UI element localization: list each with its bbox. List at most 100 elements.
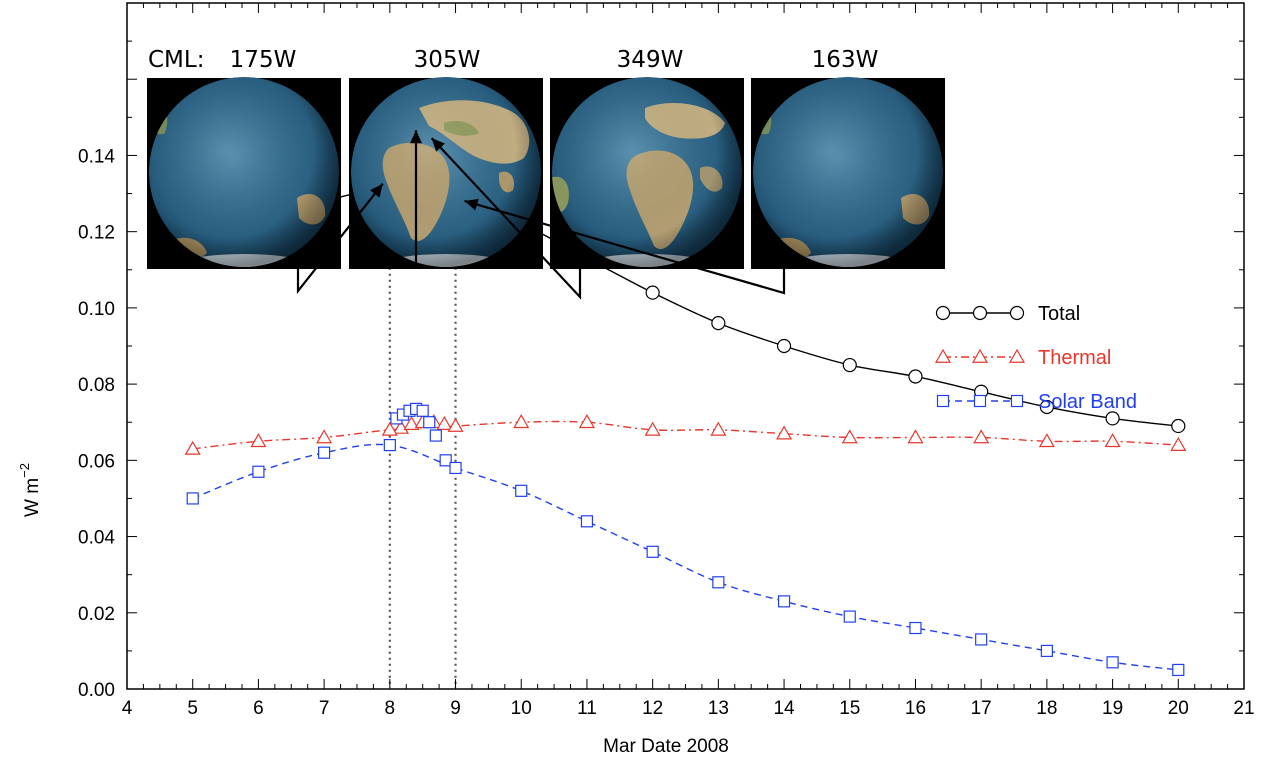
y-tick-label: 0.12 xyxy=(78,223,115,244)
earth-shading xyxy=(149,77,339,267)
solar-band-point xyxy=(252,465,265,478)
x-tick-label: 6 xyxy=(253,698,264,719)
y-axis-title: W m−2 xyxy=(17,463,43,517)
connector-line-4 xyxy=(464,199,786,295)
thermal-point xyxy=(776,425,793,440)
solar-band-point xyxy=(1040,644,1053,657)
solar-band-hourly-point xyxy=(416,404,429,417)
solar-band-point xyxy=(646,545,659,558)
connector-line-1 xyxy=(296,183,384,295)
legend-marker-total xyxy=(1009,305,1025,321)
earth-view-connectors xyxy=(296,130,786,300)
thermal-point xyxy=(250,433,267,448)
y-axis-title-main: W m xyxy=(22,478,43,517)
thermal-point xyxy=(381,421,398,436)
x-tick-label: 14 xyxy=(773,698,795,719)
legend-label-solar-band: Solar Band xyxy=(1038,391,1137,413)
thermal-hourly-point xyxy=(403,415,420,430)
y-tick-label: 0.00 xyxy=(78,680,115,701)
legend-marker-solar-band xyxy=(936,394,950,408)
total-point xyxy=(1171,418,1186,434)
x-tick-label: 12 xyxy=(642,698,663,719)
earth-view-2 xyxy=(349,77,543,269)
total-point xyxy=(776,338,792,354)
x-tick-label: 8 xyxy=(385,698,396,719)
svg-text:W m−2: W m−2 xyxy=(17,463,43,517)
x-axis-title: Mar Date 2008 xyxy=(603,736,729,757)
legend-marker-solar-band xyxy=(973,394,987,408)
x-tick-label: 20 xyxy=(1168,698,1189,719)
legend-label-thermal: Thermal xyxy=(1038,347,1111,369)
legend-marker-solar-band xyxy=(1010,394,1024,408)
x-tick-label: 16 xyxy=(905,698,926,719)
legend-label-total: Total xyxy=(1038,303,1080,325)
y-axis: 0.00 0.02 0.04 0.06 0.08 0.10 0.12 0.14 xyxy=(78,2,1244,701)
earth-globe xyxy=(552,77,742,267)
thermal-hourly-point xyxy=(392,419,410,434)
thermal-point xyxy=(578,414,595,429)
solar-band-point xyxy=(449,461,462,475)
connector-line-3 xyxy=(430,137,582,300)
thermal-point xyxy=(1038,433,1055,448)
vertical-reference-lines xyxy=(388,195,457,689)
connector-arrowhead xyxy=(370,183,383,198)
earth-view-1 xyxy=(147,77,341,269)
thermal-point xyxy=(316,429,333,444)
connector-arrowhead xyxy=(464,198,479,211)
y-tick-label: 0.14 xyxy=(78,146,115,167)
x-tick-label: 7 xyxy=(319,698,330,719)
legend: Total Thermal Solar Band xyxy=(934,303,1137,413)
total-point xyxy=(1105,411,1120,426)
total-point xyxy=(1039,399,1054,415)
x-tick-label: 5 xyxy=(187,698,198,719)
cml-prefix: CML: xyxy=(148,47,204,73)
series-line-solar-band xyxy=(192,443,1179,671)
x-tick-label: 13 xyxy=(708,698,729,719)
total-point xyxy=(842,357,857,373)
cml-label-2: 305W xyxy=(414,47,481,73)
thermal-point xyxy=(710,421,727,436)
solar-band-point xyxy=(318,446,331,459)
earth-shading xyxy=(351,77,541,267)
legend-marker-total xyxy=(935,305,951,321)
legend-marker-thermal xyxy=(934,348,952,363)
y-tick-label: 0.10 xyxy=(78,299,115,320)
x-axis: 4 5 6 7 8 9 10 11 12 13 14 15 16 17 18 19 20 21 xyxy=(122,3,1255,719)
earth-views: 175W 305W 349W 163W xyxy=(147,47,945,269)
solar-band-point xyxy=(186,492,199,505)
thermal-point xyxy=(1104,433,1121,448)
y-tick-label: 0.08 xyxy=(78,375,115,396)
cml-label-4: 163W xyxy=(812,47,879,73)
x-tick-label: 4 xyxy=(122,698,133,719)
y-axis-title-superscript: −2 xyxy=(17,463,32,478)
earth-shading xyxy=(552,77,742,267)
solar-band-point xyxy=(383,438,396,452)
legend-marker-thermal xyxy=(971,348,989,363)
legend-marker-total xyxy=(972,305,988,321)
thermal-point xyxy=(513,414,530,429)
y-tick-label: 0.06 xyxy=(78,451,115,472)
solar-band-point xyxy=(909,621,922,635)
total-point xyxy=(711,316,726,331)
x-tick-label: 17 xyxy=(971,698,992,719)
earth-view-4 xyxy=(751,77,945,269)
x-tick-label: 19 xyxy=(1102,698,1123,719)
cml-label-1: 175W xyxy=(230,47,297,73)
x-tick-label: 21 xyxy=(1233,698,1254,719)
x-tick-label: 9 xyxy=(450,698,461,719)
earth-view-3 xyxy=(550,77,744,269)
solar-band-point xyxy=(777,595,791,608)
series-line-thermal xyxy=(192,420,1179,450)
thermal-point xyxy=(907,429,924,444)
thermal-point xyxy=(184,440,201,455)
solar-band-point xyxy=(1172,663,1185,677)
solar-band-point xyxy=(515,484,528,497)
solar-band-point xyxy=(843,610,856,623)
x-tick-label: 15 xyxy=(839,698,860,719)
earth-globe xyxy=(753,77,943,267)
thermal-point xyxy=(644,421,661,436)
legend-marker-thermal xyxy=(1008,348,1026,363)
solar-band-hourly-point xyxy=(429,429,442,442)
x-tick-label: 11 xyxy=(577,698,597,719)
